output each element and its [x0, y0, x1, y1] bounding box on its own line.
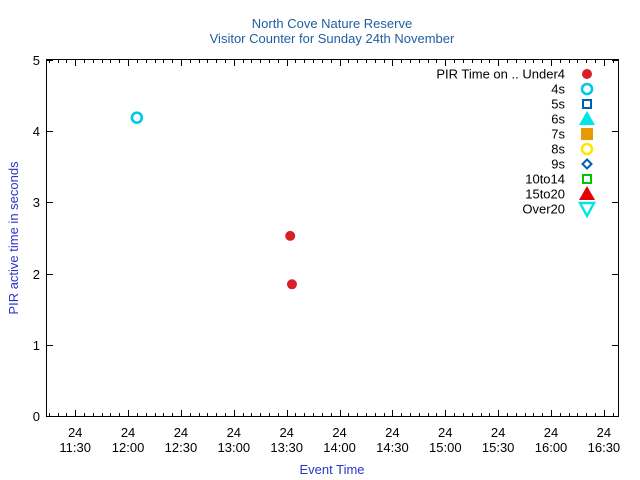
- x-tick-time-label: 14:00: [323, 440, 356, 455]
- x-tick-day-label: 24: [438, 425, 452, 440]
- chart-subtitle: Visitor Counter for Sunday 24th November: [210, 31, 455, 46]
- x-axis: 2411:302412:002412:302413:002413:302414:…: [49, 60, 621, 455]
- x-tick-day-label: 24: [279, 425, 293, 440]
- legend-marker-4s: [580, 82, 594, 96]
- x-tick-time-label: 13:30: [270, 440, 303, 455]
- x-tick-time-label: 12:30: [165, 440, 198, 455]
- x-tick-time-label: 15:30: [482, 440, 515, 455]
- y-tick-label: 5: [33, 53, 40, 68]
- legend-label: PIR Time on .. Under4: [436, 67, 565, 82]
- x-tick-time-label: 16:00: [535, 440, 568, 455]
- y-tick-label: 3: [33, 195, 40, 210]
- legend-label: 15to20: [525, 187, 565, 202]
- x-tick-time-label: 11:30: [59, 440, 91, 455]
- x-tick-day-label: 24: [332, 425, 346, 440]
- legend-marker-15to20: [579, 186, 595, 200]
- y-tick-label: 1: [33, 338, 40, 353]
- y-tick-label: 2: [33, 267, 40, 282]
- y-tick-label: 0: [33, 409, 40, 424]
- x-tick-day-label: 24: [174, 425, 188, 440]
- data-point-4s: [130, 111, 144, 124]
- legend-label: 6s: [551, 112, 565, 127]
- data-point-under4: [286, 279, 297, 290]
- x-tick-time-label: 15:00: [429, 440, 462, 455]
- y-axis-label: PIR active time in seconds: [6, 161, 21, 315]
- x-tick-day-label: 24: [491, 425, 505, 440]
- legend-marker-6s: [579, 111, 595, 125]
- x-axis-label: Event Time: [299, 462, 364, 477]
- legend-marker-under4: [582, 69, 592, 79]
- x-tick-day-label: 24: [597, 425, 611, 440]
- legend: PIR Time on .. Under44s5s6s7s8s9s10to141…: [436, 67, 597, 219]
- x-tick-day-label: 24: [227, 425, 241, 440]
- y-tick-label: 4: [33, 124, 40, 139]
- legend-label: 10to14: [525, 172, 565, 187]
- legend-label: Over20: [522, 202, 565, 217]
- legend-marker-over20: [577, 201, 597, 219]
- x-tick-day-label: 24: [385, 425, 399, 440]
- legend-label: 4s: [551, 82, 565, 97]
- legend-marker-8s: [580, 142, 594, 156]
- legend-marker-10to14: [582, 174, 592, 184]
- x-tick-time-label: 16:30: [588, 440, 621, 455]
- y-axis: 0 1 2 3 4 5: [33, 53, 618, 424]
- data-points: [130, 111, 297, 290]
- legend-label: 7s: [551, 127, 565, 142]
- x-tick-time-label: 14:30: [376, 440, 409, 455]
- data-point-under4: [285, 230, 296, 241]
- x-tick-day-label: 24: [68, 425, 82, 440]
- x-tick-day-label: 24: [544, 425, 558, 440]
- legend-label: 8s: [551, 142, 565, 157]
- x-tick-time-label: 12:00: [112, 440, 145, 455]
- x-tick-day-label: 24: [121, 425, 135, 440]
- legend-label: 5s: [551, 97, 565, 112]
- legend-marker-9s: [581, 158, 593, 170]
- legend-marker-7s: [581, 128, 593, 140]
- x-tick-time-label: 13:00: [218, 440, 251, 455]
- legend-label: 9s: [551, 157, 565, 172]
- chart-title: North Cove Nature Reserve: [252, 16, 412, 31]
- plot-frame: [46, 59, 619, 417]
- legend-marker-5s: [582, 99, 592, 109]
